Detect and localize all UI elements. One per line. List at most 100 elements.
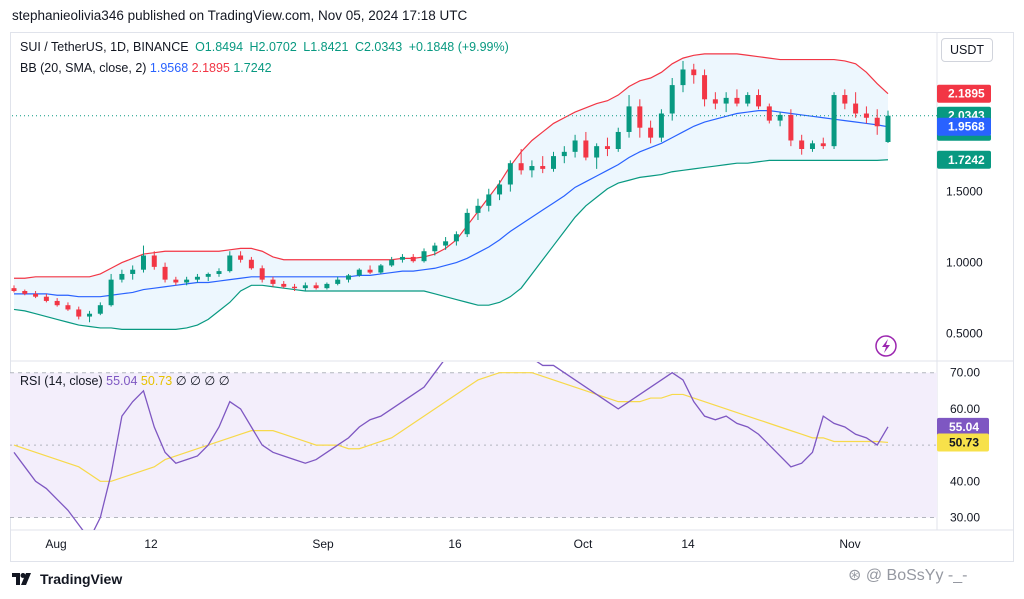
rsi-value-tag-bg: [937, 417, 989, 436]
time-tick-label: Aug: [45, 537, 66, 551]
candle: [691, 63, 697, 84]
rsi-tick-label: 30.00: [950, 511, 980, 525]
candle-body: [777, 114, 783, 121]
candle: [734, 89, 740, 107]
candle-body: [529, 166, 535, 171]
candle: [87, 310, 93, 323]
candle: [615, 127, 621, 152]
candle-body: [615, 131, 621, 149]
candle-body: [756, 95, 762, 107]
candle-body: [151, 255, 157, 267]
candle-body: [345, 275, 351, 280]
candle-body: [648, 127, 654, 138]
candle: [863, 106, 869, 124]
bb-basis-line: [14, 110, 889, 298]
candle-body: [874, 117, 880, 127]
bb-upper-value: 2.1895: [191, 61, 230, 75]
candle-body: [184, 279, 190, 283]
candle-body: [788, 114, 794, 141]
rsi-ma-value: 50.73: [140, 374, 173, 388]
candle: [324, 282, 330, 290]
candle-body: [216, 271, 222, 274]
candle: [216, 268, 222, 277]
rsi-value-tag: 55.04: [937, 417, 989, 436]
candle-body: [119, 273, 125, 280]
time-tick-label: Sep: [312, 537, 334, 551]
currency-button[interactable]: USDT: [941, 38, 993, 62]
bb-basis-tag-bg: [937, 117, 991, 136]
candle: [874, 109, 880, 135]
candle-body: [205, 273, 211, 277]
bb-basis-value: 1.9568: [149, 61, 189, 75]
symbol-label[interactable]: SUI / TetherUS, 1D, BINANCE: [20, 40, 189, 54]
watermark: ⊛ @ BoSsYy -_-: [848, 567, 968, 584]
chart-frame: [10, 32, 1014, 562]
candle: [378, 264, 384, 274]
candle: [97, 302, 103, 316]
bb-lower-line: [13, 159, 889, 330]
candle-body: [162, 266, 168, 280]
candle-body: [745, 95, 751, 104]
time-tick-label: 14: [681, 537, 695, 551]
candle-body: [583, 140, 589, 158]
rsi-ma-tag: 50.73: [937, 433, 989, 452]
candle: [885, 110, 891, 144]
ohlc-legend: SUI / TetherUS, 1D, BINANCE O1.8494 H2.0…: [20, 40, 512, 54]
candle: [572, 134, 578, 158]
candle-body: [97, 305, 103, 314]
candle: [756, 89, 762, 110]
candle: [173, 276, 179, 286]
candle: [518, 149, 524, 175]
candle: [227, 251, 233, 273]
candle: [853, 92, 859, 118]
candle-body: [335, 279, 341, 284]
candle: [745, 92, 751, 107]
candle: [766, 103, 772, 124]
candle-body: [475, 205, 481, 213]
candle: [270, 276, 276, 287]
lightning-icon-ring: [875, 335, 897, 357]
candle: [658, 109, 664, 142]
candle-body: [259, 268, 265, 280]
candle-body: [799, 140, 805, 149]
rsi-legend[interactable]: RSI (14, close) 55.04 50.73 ∅ ∅ ∅ ∅: [20, 373, 230, 388]
candle: [345, 273, 351, 283]
candle-body: [410, 256, 416, 262]
tradingview-logo[interactable]: TradingView: [12, 571, 122, 587]
candle-body: [572, 140, 578, 152]
candle-body: [464, 212, 470, 235]
candle-body: [831, 95, 837, 147]
price-tick-label: 1.5000: [946, 185, 983, 199]
candle: [335, 276, 341, 286]
candle-body: [313, 285, 319, 289]
candle: [648, 120, 654, 144]
lightning-icon: [875, 335, 897, 357]
candle: [723, 92, 729, 113]
candle: [680, 60, 686, 93]
candle-body: [356, 269, 362, 276]
candle-body: [626, 106, 632, 132]
candle: [367, 265, 373, 274]
open-value: O1.8494: [195, 40, 244, 54]
candle: [130, 265, 136, 280]
candle-body: [561, 151, 567, 157]
candle-body: [853, 103, 859, 114]
rsi-line: [13, 362, 889, 530]
candle-body: [378, 265, 384, 273]
candle: [302, 282, 308, 291]
candle-body: [604, 146, 610, 149]
candle: [637, 99, 643, 138]
bb-basis-tag-text: 1.9568: [948, 120, 985, 134]
high-value: H2.0702: [249, 40, 297, 54]
change-value: +0.1848 (+9.99%): [408, 40, 509, 54]
candle-body: [54, 300, 60, 306]
bb-legend[interactable]: BB (20, SMA, close, 2) 1.9568 2.1895 1.7…: [20, 61, 272, 75]
candle-body: [227, 255, 233, 272]
candle: [11, 285, 17, 293]
bb-lower-tag-bg: [937, 150, 991, 169]
rsi-tick-label: 60.00: [950, 402, 980, 416]
candle-body: [173, 279, 179, 283]
candle-body: [194, 276, 200, 280]
candle: [702, 69, 708, 107]
